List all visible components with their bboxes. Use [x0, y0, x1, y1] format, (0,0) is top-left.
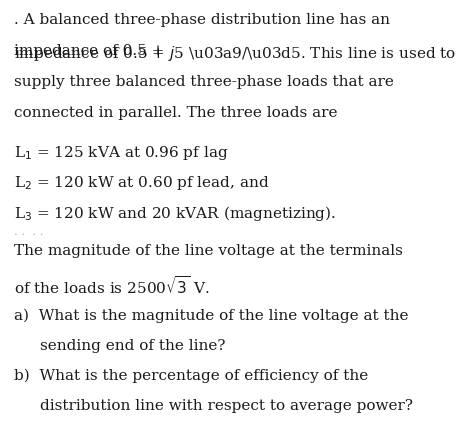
Text: L$_2$ = 120 kW at 0.60 pf lead, and: L$_2$ = 120 kW at 0.60 pf lead, and	[14, 174, 270, 192]
Text: a)  What is the magnitude of the line voltage at the: a) What is the magnitude of the line vol…	[14, 309, 409, 323]
Text: supply three balanced three-phase loads that are: supply three balanced three-phase loads …	[14, 75, 394, 89]
Text: impedance of 0.5 +: impedance of 0.5 +	[14, 44, 170, 58]
Text: . A balanced three-phase distribution line has an: . A balanced three-phase distribution li…	[14, 13, 390, 27]
Text: The magnitude of the line voltage at the terminals: The magnitude of the line voltage at the…	[14, 244, 403, 258]
Text: distribution line with respect to average power?: distribution line with respect to averag…	[40, 399, 413, 413]
Text: L$_1$ = 125 kVA at 0.96 pf lag: L$_1$ = 125 kVA at 0.96 pf lag	[14, 144, 228, 162]
Text: connected in parallel. The three loads are: connected in parallel. The three loads a…	[14, 106, 337, 120]
Text: b)  What is the percentage of efficiency of the: b) What is the percentage of efficiency …	[14, 369, 368, 383]
Text: L$_3$ = 120 kW and 20 kVAR (magnetizing).: L$_3$ = 120 kW and 20 kVAR (magnetizing)…	[14, 204, 336, 223]
Text: . .  . .: . . . .	[14, 227, 44, 237]
Text: of the loads is 2500$\sqrt{3}$ V.: of the loads is 2500$\sqrt{3}$ V.	[14, 275, 210, 297]
Text: sending end of the line?: sending end of the line?	[40, 339, 226, 353]
Text: impedance of 0.5 + $j$5 \u03a9/\u03d5. This line is used to: impedance of 0.5 + $j$5 \u03a9/\u03d5. T…	[14, 44, 456, 63]
